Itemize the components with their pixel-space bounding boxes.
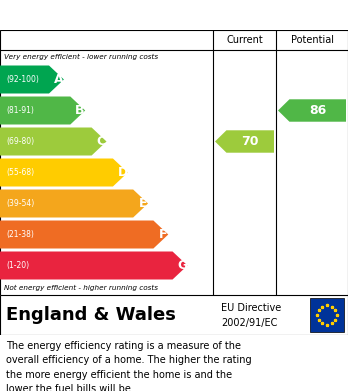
Bar xyxy=(310,298,344,332)
Polygon shape xyxy=(0,127,106,156)
Text: F: F xyxy=(159,228,167,241)
Text: (1-20): (1-20) xyxy=(6,261,29,270)
Text: Very energy efficient - lower running costs: Very energy efficient - lower running co… xyxy=(4,54,158,60)
Text: Energy Efficiency Rating: Energy Efficiency Rating xyxy=(8,7,218,23)
Text: (55-68): (55-68) xyxy=(6,168,34,177)
Text: 70: 70 xyxy=(242,135,259,148)
Text: (39-54): (39-54) xyxy=(6,199,34,208)
Polygon shape xyxy=(0,190,148,217)
Polygon shape xyxy=(0,158,128,187)
Text: 86: 86 xyxy=(309,104,326,117)
Polygon shape xyxy=(0,251,188,280)
Text: Current: Current xyxy=(226,35,263,45)
Polygon shape xyxy=(0,66,64,93)
Polygon shape xyxy=(0,97,85,124)
Text: (92-100): (92-100) xyxy=(6,75,39,84)
Text: (21-38): (21-38) xyxy=(6,230,34,239)
Text: (81-91): (81-91) xyxy=(6,106,34,115)
Text: The energy efficiency rating is a measure of the
overall efficiency of a home. T: The energy efficiency rating is a measur… xyxy=(6,341,252,391)
Text: 2002/91/EC: 2002/91/EC xyxy=(221,318,277,328)
Text: Potential: Potential xyxy=(291,35,333,45)
Polygon shape xyxy=(278,99,346,122)
Text: B: B xyxy=(75,104,85,117)
Text: C: C xyxy=(97,135,106,148)
Text: Not energy efficient - higher running costs: Not energy efficient - higher running co… xyxy=(4,285,158,291)
Text: England & Wales: England & Wales xyxy=(6,306,176,324)
Text: (69-80): (69-80) xyxy=(6,137,34,146)
Polygon shape xyxy=(215,130,274,153)
Text: A: A xyxy=(54,73,63,86)
Polygon shape xyxy=(0,221,168,249)
Text: D: D xyxy=(118,166,128,179)
Text: EU Directive: EU Directive xyxy=(221,303,281,313)
Text: G: G xyxy=(177,259,187,272)
Text: E: E xyxy=(139,197,147,210)
